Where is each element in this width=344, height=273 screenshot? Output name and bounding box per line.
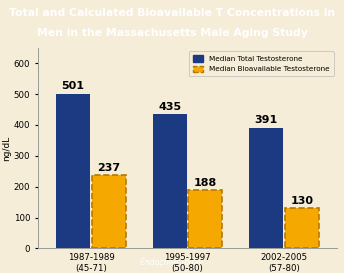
Text: 237: 237 (97, 163, 120, 173)
Text: 188: 188 (194, 178, 217, 188)
Bar (153, 114, 186, 248)
Text: 501: 501 (62, 81, 85, 91)
Bar (285, 208, 319, 248)
Bar (189, 190, 222, 248)
Bar (56, 94, 90, 248)
Text: Men in the Massachusetts Male Aging Study: Men in the Massachusetts Male Aging Stud… (36, 28, 308, 38)
Bar (92, 175, 126, 248)
Legend: Median Total Testosterone, Median Bioavailable Testosterone: Median Total Testosterone, Median Bioava… (189, 51, 334, 76)
Text: 391: 391 (255, 115, 278, 125)
Y-axis label: ng/dL: ng/dL (2, 135, 11, 161)
Text: 130: 130 (290, 196, 313, 206)
Text: Total and Calculated Bioavailable T Concentrations in: Total and Calculated Bioavailable T Conc… (9, 8, 335, 18)
Text: Endocrine Today: Endocrine Today (140, 258, 204, 267)
Text: 435: 435 (158, 102, 181, 112)
Bar (249, 128, 283, 248)
